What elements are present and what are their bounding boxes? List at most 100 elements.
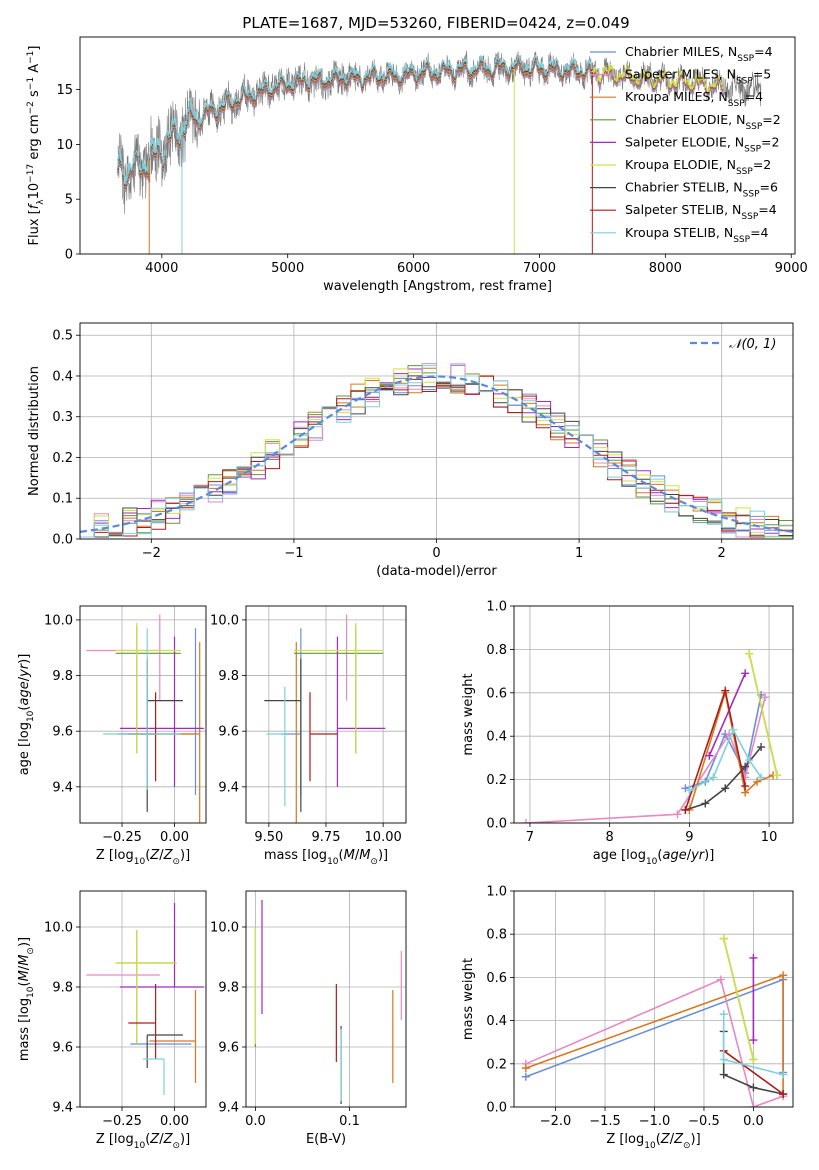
y-tick-label: 9.6 [218, 1041, 239, 1056]
panels: 4000 5000 6000 7000 8000 9000051015wavelength… [17, 36, 808, 1151]
series-line [708, 672, 746, 757]
series-salpeter-elodie [705, 669, 750, 760]
x-tick-label: 7000 [523, 261, 556, 276]
histogram-kroupa-stelib [80, 365, 793, 538]
series-line [722, 938, 755, 1060]
x-tick-label: 1 [575, 546, 583, 561]
normal-curve-line [80, 375, 793, 533]
x-axis-label: Z [log10(Z/Z⊙)] [606, 1132, 700, 1151]
data-point [701, 799, 710, 808]
series-line [525, 978, 784, 1107]
x-tick-label: 7 [526, 830, 534, 845]
data-point [749, 1036, 758, 1045]
x-tick-label: 0 [432, 546, 440, 561]
y-tick-label: 0.5 [52, 329, 73, 344]
y-tick-label: 10.0 [44, 613, 73, 628]
y-axis-label: mass weight [461, 673, 476, 755]
errorbar-salpeter-elodie [119, 903, 204, 988]
panel-age_vs_weight: 7 8 9 10 0.0 0.2 0.4 0.6 0.8 1.0 age [log10(age/yr… [461, 600, 794, 867]
y-tick-label: 9.4 [52, 780, 73, 795]
y-tick-label: 9.6 [52, 1041, 73, 1056]
axes-frame [79, 36, 796, 255]
errorbar-chabrier-stelib [146, 1034, 183, 1068]
y-tick-label: 0.2 [486, 1057, 507, 1072]
errorbar-salpeter-stelib [128, 984, 157, 1059]
data-point [749, 1103, 758, 1107]
x-tick-label: 10 [761, 830, 778, 845]
x-tick-label: 2 [718, 546, 726, 561]
data-point [681, 805, 690, 814]
errorbar-kroupa-elodie [115, 622, 181, 754]
y-tick-label: 0.8 [486, 643, 507, 658]
x-tick-label: 8 [606, 830, 614, 845]
x-tick-label: 9.75 [312, 830, 341, 845]
data-point [521, 1072, 530, 1081]
x-tick-label: 9000 [775, 261, 808, 276]
errorbar-kroupa-elodie [115, 930, 177, 1044]
plot-area [264, 614, 386, 823]
y-tick-label: 9.4 [218, 780, 239, 795]
y-tick-label: 0.6 [486, 971, 507, 986]
errorbar-kroupa-stelib [103, 628, 181, 790]
y-tick-label: 0.0 [486, 817, 507, 832]
y-tick-label: 1.0 [486, 885, 507, 900]
x-tick-label: 0.0 [743, 1114, 764, 1129]
data-point [729, 725, 738, 734]
x-tick-label: 0.1 [339, 1114, 360, 1129]
y-tick-label: 10 [56, 138, 73, 153]
x-axis-label: mass [log10(M/M⊙)] [264, 848, 388, 867]
x-tick-label: 9 [685, 830, 693, 845]
panel-spectrum: 4000 5000 6000 7000 8000 9000 0 5 10 15 wavelength… [26, 36, 808, 294]
x-tick-label: 8000 [649, 261, 682, 276]
y-axis-label: Normed distribution [27, 366, 42, 496]
x-tick-label: −1.0 [639, 1114, 671, 1129]
data-point [779, 1070, 788, 1079]
errorbar-salpeter-elodie [119, 636, 204, 787]
y-tick-label: 9.8 [52, 981, 73, 996]
legend-label-chabrier-miles: Chabrier MILES, NSSP=4 [625, 44, 773, 64]
data-point [719, 1055, 728, 1064]
legend-label-salpeter-elodie: Salpeter ELODIE, NSSP=2 [625, 134, 779, 154]
y-tick-label: 0.4 [52, 369, 73, 384]
panel-mass_vs_age: 9.50 9.75 10.00 9.4 9.6 9.8 10.0 mass [log10(M/… [210, 605, 407, 867]
x-tick-label: 9.50 [254, 830, 283, 845]
y-axis-label: mass weight [461, 958, 476, 1040]
y-tick-label: 1.0 [486, 600, 507, 615]
data-point [779, 1090, 788, 1099]
axes-frame [513, 890, 794, 1108]
x-tick-label: 10.00 [365, 830, 402, 845]
model-line-kroupa-stelib [117, 54, 593, 186]
y-tick-label: 10.0 [210, 613, 239, 628]
y-tick-label: 10.0 [44, 921, 73, 936]
x-tick-label: −1 [284, 546, 303, 561]
data-point [719, 934, 728, 943]
data-point [521, 819, 530, 823]
x-tick-label: 0.0 [245, 1114, 266, 1129]
plot-area [86, 903, 204, 1095]
y-axis-label: mass [log10(M/M⊙)] [17, 937, 36, 1061]
legend: Chabrier MILES, NSSP=4 Salpeter MILES, NS… [590, 44, 781, 245]
errorbar-salpeter-miles [86, 614, 161, 701]
y-tick-label: 0.6 [486, 686, 507, 701]
series-salpeter-elodie [749, 953, 758, 1045]
legend-label-kroupa-elodie: Kroupa ELODIE, NSSP=2 [625, 157, 771, 177]
series-kroupa-miles [685, 688, 778, 814]
y-tick-label: 0.2 [52, 451, 73, 466]
y-tick-label: 0.4 [486, 1014, 507, 1029]
plot-area [86, 614, 204, 823]
errorbar-kroupa-stelib [143, 1058, 165, 1095]
y-tick-label: 9.8 [52, 669, 73, 684]
data-point [745, 756, 754, 765]
y-tick-label: 9.8 [218, 669, 239, 684]
data-point [741, 669, 750, 678]
y-tick-label: 0.3 [52, 410, 73, 425]
y-tick-label: 9.8 [218, 981, 239, 996]
series-kroupa-elodie [719, 934, 758, 1064]
errorbar-kroupa-elodie [294, 622, 384, 754]
data-point [741, 762, 750, 771]
panel-Z_vs_age: −0.25 0.00 9.4 9.6 9.8 10.0 Z [log10(Z/Z⊙)] age… [17, 605, 207, 867]
x-tick-label: −2 [142, 546, 161, 561]
x-tick-label: 0.00 [160, 830, 189, 845]
errorbar-salpeter-stelib [309, 692, 338, 782]
